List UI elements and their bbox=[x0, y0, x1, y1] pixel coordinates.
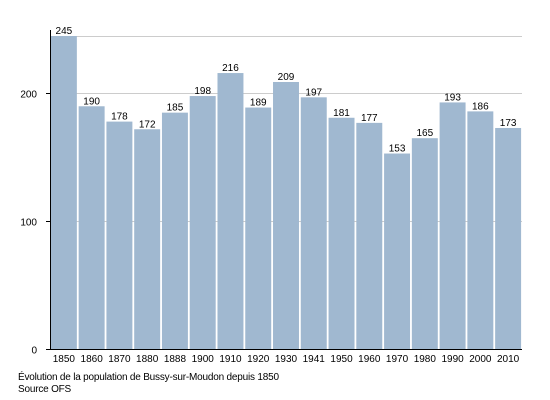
bar-1941 bbox=[300, 97, 327, 349]
data-label: 181 bbox=[333, 108, 350, 119]
data-label: 165 bbox=[416, 128, 433, 139]
x-tick-label: 1980 bbox=[414, 354, 437, 365]
bar-1960 bbox=[356, 122, 383, 350]
axes bbox=[46, 30, 522, 350]
bar-2010 bbox=[495, 127, 522, 349]
bar-1900 bbox=[189, 96, 216, 349]
x-tick-label: 1990 bbox=[441, 354, 464, 365]
data-label: 177 bbox=[361, 113, 378, 124]
bar-1970 bbox=[384, 153, 411, 349]
bar-2000 bbox=[467, 111, 494, 349]
bar-1930 bbox=[273, 81, 299, 350]
data-label: 189 bbox=[250, 98, 267, 109]
x-tick-label: 2000 bbox=[469, 354, 492, 365]
data-label: 153 bbox=[389, 144, 406, 155]
x-tick-label: 1950 bbox=[330, 354, 353, 365]
data-label: 209 bbox=[278, 72, 295, 83]
data-label: 197 bbox=[305, 87, 322, 98]
bar-1870 bbox=[106, 121, 133, 349]
data-label: 178 bbox=[111, 112, 128, 123]
x-tick-label: 1860 bbox=[81, 354, 104, 365]
data-label: 245 bbox=[56, 26, 73, 37]
bar-1950 bbox=[328, 117, 355, 349]
x-tick-label: 1880 bbox=[136, 354, 159, 365]
x-tick-label: 1930 bbox=[275, 354, 298, 365]
bar-1850 bbox=[50, 36, 77, 349]
x-tick-label: 1850 bbox=[53, 354, 76, 365]
y-tick-label: 100 bbox=[20, 218, 37, 229]
bar-1880 bbox=[134, 129, 161, 349]
chart-source: Source OFS bbox=[18, 384, 72, 395]
chart-caption: Évolution de la population de Bussy-sur-… bbox=[18, 372, 279, 383]
x-tick-label: 1910 bbox=[219, 354, 242, 365]
data-label: 173 bbox=[500, 118, 517, 129]
x-tick-label: 1920 bbox=[247, 354, 270, 365]
x-tick-label: 2010 bbox=[497, 354, 520, 365]
data-label: 216 bbox=[222, 63, 239, 74]
x-tick-label: 1870 bbox=[108, 354, 131, 365]
data-label: 186 bbox=[472, 101, 489, 112]
data-label: 190 bbox=[83, 96, 100, 107]
data-label: 198 bbox=[194, 86, 211, 97]
bar-1990 bbox=[439, 102, 466, 350]
data-label: 185 bbox=[167, 103, 184, 114]
x-tick-label: 1900 bbox=[192, 354, 215, 365]
bars bbox=[50, 36, 522, 350]
bar-1860 bbox=[78, 106, 105, 350]
y-tick-label: 200 bbox=[20, 90, 37, 101]
x-tick-label: 1960 bbox=[358, 354, 381, 365]
data-label: 193 bbox=[444, 92, 461, 103]
x-tick-label: 1941 bbox=[303, 354, 326, 365]
labels: 0 100 200 1850 1860 1870 1880 1888 1900 1910 1920 1… bbox=[20, 26, 519, 365]
data-label: 172 bbox=[139, 119, 156, 130]
bar-1920 bbox=[245, 107, 272, 349]
x-tick-label: 1970 bbox=[386, 354, 409, 365]
x-tick-label: 1888 bbox=[164, 354, 187, 365]
bar-1888 bbox=[161, 112, 188, 350]
bar-1980 bbox=[411, 138, 438, 349]
bar-1910 bbox=[217, 73, 244, 350]
y-tick-label: 0 bbox=[31, 346, 37, 357]
